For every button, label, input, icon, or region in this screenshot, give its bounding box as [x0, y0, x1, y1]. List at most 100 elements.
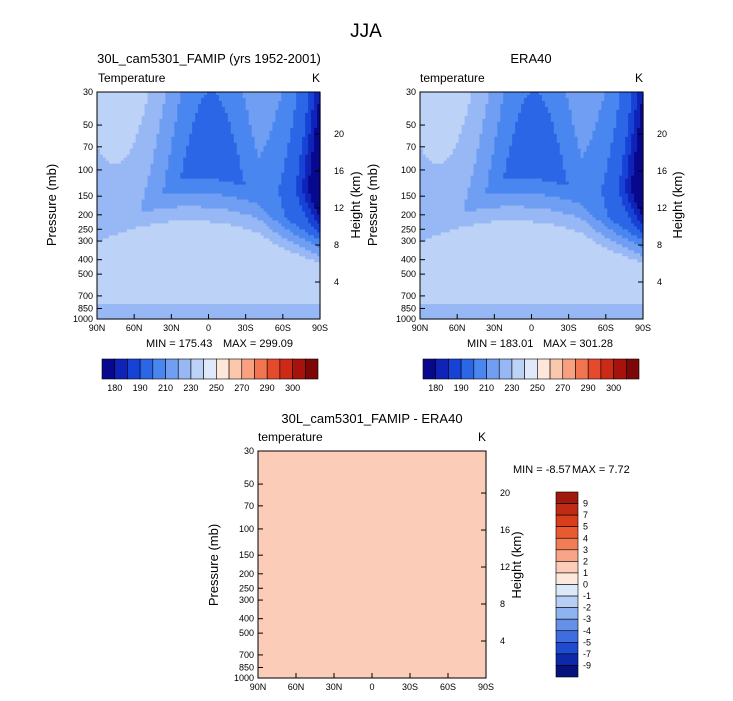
contour-band	[230, 124, 253, 129]
contour-band	[278, 244, 300, 248]
contour-band	[290, 136, 303, 141]
contour-band	[640, 244, 644, 248]
contour-band	[420, 268, 644, 272]
latitude-tick-label: 90N	[89, 323, 106, 333]
contour-band	[616, 241, 635, 245]
contour-band	[296, 175, 306, 180]
latitude-tick-label: 0	[529, 323, 534, 333]
contour-band	[302, 136, 309, 141]
contour-band	[479, 133, 498, 138]
contour-band	[420, 307, 644, 311]
contour-band	[168, 160, 184, 165]
contour-band	[628, 112, 635, 117]
contour-band	[565, 172, 605, 177]
contour-band	[604, 199, 623, 204]
contour-band	[640, 220, 644, 225]
contour-band	[601, 244, 623, 248]
contour-band	[97, 166, 152, 171]
colorbar-swatch	[511, 358, 525, 380]
colorbar-swatch	[587, 358, 602, 380]
contour-band	[165, 172, 181, 177]
contour-band	[616, 109, 632, 114]
contour-band	[476, 160, 492, 165]
contour-band	[299, 196, 306, 201]
contour-band	[595, 127, 614, 132]
contour-band	[97, 142, 134, 147]
contour-band	[293, 232, 309, 236]
contour-band	[640, 103, 644, 108]
contour-band	[305, 124, 312, 129]
contour-band	[308, 97, 315, 102]
pressure-tick-label: 1000	[396, 314, 416, 324]
contour-band	[117, 232, 262, 236]
contour-band	[258, 657, 487, 661]
contour-band	[266, 211, 285, 216]
contour-band	[177, 118, 196, 123]
contour-band	[458, 139, 481, 144]
contour-band	[500, 205, 525, 210]
contour-band	[281, 235, 300, 239]
contour-band	[97, 220, 169, 225]
contour-band	[97, 199, 143, 204]
colorbar-swatch	[292, 358, 306, 380]
contour-band	[296, 193, 306, 198]
contour-band	[308, 100, 315, 105]
contour-band	[628, 229, 641, 233]
contour-band	[290, 127, 306, 132]
contour-band	[296, 223, 312, 228]
contour-band	[97, 124, 140, 129]
contour-band	[467, 106, 487, 111]
contour-band	[272, 121, 294, 126]
contour-band	[195, 118, 229, 123]
contour-band	[97, 304, 321, 308]
colorbar-swatch	[190, 358, 204, 380]
contour-band	[263, 235, 282, 239]
contour-band	[258, 468, 487, 473]
colorbar: 180 190 210 230 250 270 290 300	[422, 358, 640, 393]
contour-band	[97, 301, 321, 305]
contour-band	[97, 298, 321, 302]
contour-band	[631, 190, 644, 195]
contour-band	[177, 106, 199, 111]
contour-band	[147, 181, 166, 186]
contour-band	[574, 229, 597, 233]
contour-band	[604, 92, 620, 96]
contour-band	[467, 193, 546, 198]
contour-band	[299, 160, 306, 165]
contour-band	[503, 175, 567, 180]
contour-band	[541, 94, 567, 99]
contour-band	[420, 205, 466, 210]
contour-band	[559, 196, 605, 201]
contour-band	[616, 124, 629, 129]
contour-band	[420, 115, 466, 120]
contour-band	[314, 205, 321, 210]
contour-band	[287, 148, 303, 153]
contour-band	[640, 124, 644, 129]
contour-band	[637, 127, 644, 132]
contour-band	[132, 142, 158, 147]
contour-band	[622, 172, 629, 177]
contour-band	[97, 295, 321, 299]
contour-band	[634, 124, 641, 129]
contour-band	[248, 118, 276, 123]
pressure-tick-label: 250	[401, 224, 416, 234]
colorbar-swatch	[555, 642, 579, 655]
colorbar-label: 230	[504, 383, 519, 393]
contour-band	[314, 103, 318, 108]
pressure-tick-label: 500	[239, 628, 254, 638]
contour-band	[278, 220, 291, 225]
contour-band	[258, 510, 487, 515]
colorbar-swatch	[435, 358, 449, 380]
contour-band	[97, 241, 274, 245]
colorbar-swatch	[555, 514, 579, 527]
contour-band	[284, 214, 306, 219]
contour-band	[201, 100, 223, 105]
contour-band	[105, 157, 125, 162]
height-tick-label: 12	[500, 562, 510, 572]
contour-band	[296, 106, 309, 111]
contour-band	[168, 166, 184, 171]
contour-band	[512, 142, 561, 147]
contour-band	[420, 217, 582, 222]
contour-band	[144, 190, 164, 195]
contour-band	[586, 235, 605, 239]
